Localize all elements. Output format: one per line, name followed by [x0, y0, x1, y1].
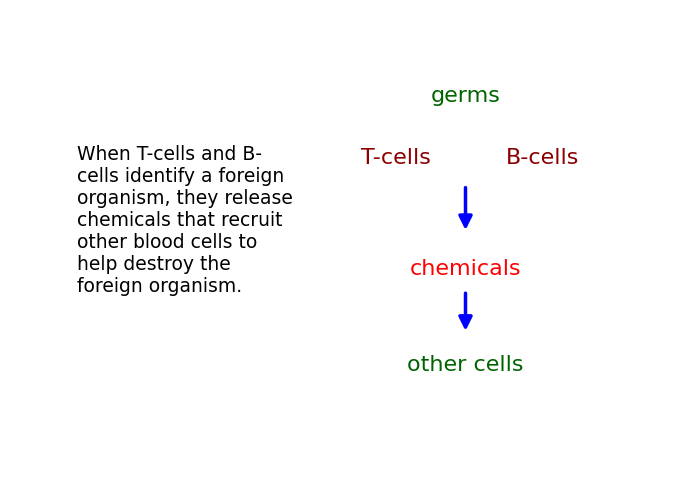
Text: chemicals: chemicals	[410, 259, 522, 279]
Text: germs: germs	[430, 86, 500, 106]
Text: B-cells: B-cells	[506, 148, 579, 168]
Text: other cells: other cells	[407, 355, 524, 375]
Text: When T-cells and B-
cells identify a foreign
organism, they release
chemicals th: When T-cells and B- cells identify a for…	[77, 145, 293, 296]
Text: T-cells: T-cells	[360, 148, 430, 168]
